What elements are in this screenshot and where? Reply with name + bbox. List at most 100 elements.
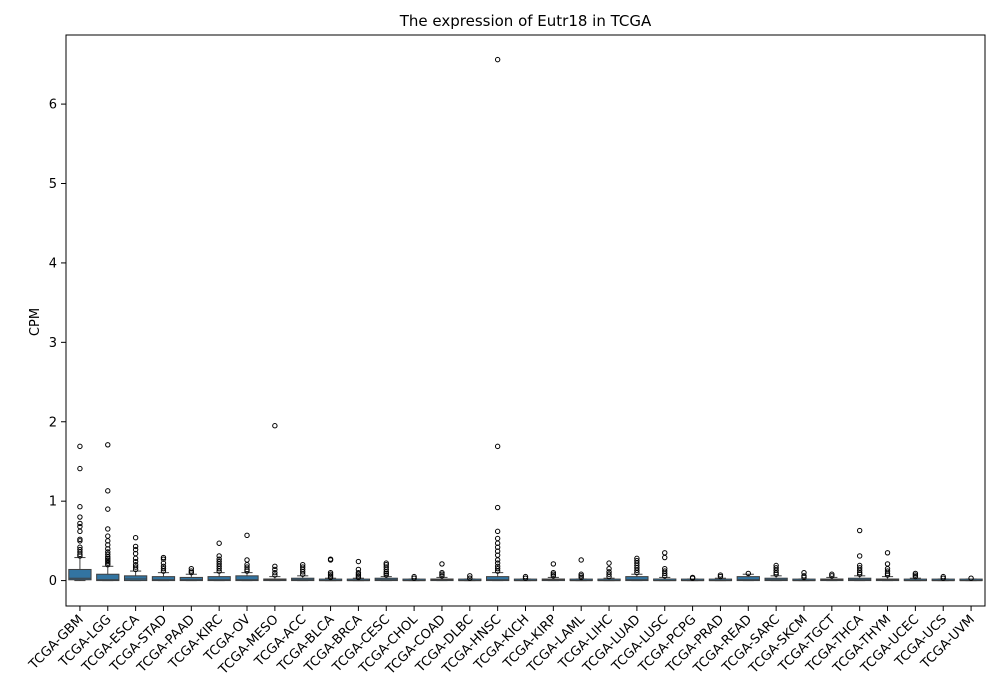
outlier-point [160, 556, 167, 562]
outlier-point [132, 543, 139, 550]
outlier-point [745, 570, 751, 577]
outlier-point [216, 558, 222, 565]
outlier-point [77, 504, 83, 510]
outlier-point [77, 528, 83, 535]
outlier-point [77, 514, 83, 520]
outlier-point [383, 572, 389, 578]
outlier-point [494, 557, 501, 563]
outlier-point [439, 571, 445, 577]
outlier-point [327, 569, 334, 576]
y-tick-label: 2 [49, 415, 57, 430]
outlier-point [662, 550, 668, 556]
outlier-point [467, 573, 473, 579]
outlier-point [300, 564, 306, 570]
outlier-point [77, 546, 83, 553]
outlier-point [662, 554, 668, 561]
outlier-point [578, 571, 584, 577]
outlier-point [244, 532, 250, 539]
outlier-point [244, 564, 250, 570]
outlier-point [77, 544, 83, 550]
outlier-point [216, 540, 222, 546]
outlier-point [188, 565, 195, 572]
outlier-point [606, 560, 612, 566]
outlier-point [856, 565, 863, 571]
outlier-point [132, 555, 139, 562]
outlier-point [160, 554, 167, 561]
outlier-point [272, 572, 278, 578]
y-tick-label: 3 [49, 336, 57, 351]
outlier-point [355, 558, 362, 565]
outlier-point [105, 557, 111, 563]
plot-frame [65, 34, 986, 607]
outlier-point [244, 557, 250, 563]
outlier-point [884, 550, 891, 556]
box [486, 576, 510, 582]
outlier-point [550, 573, 557, 579]
outlier-point [940, 573, 946, 580]
outlier-point [411, 575, 417, 581]
outlier-point [411, 573, 417, 580]
box [96, 573, 120, 582]
outlier-point [77, 523, 83, 530]
outlier-point [132, 535, 139, 541]
outlier-point [522, 575, 529, 581]
outlier-point [578, 574, 584, 581]
outlier-point [272, 423, 278, 429]
outlier-point [912, 573, 919, 580]
outlier-point [105, 442, 111, 448]
outlier-point [968, 575, 974, 581]
outlier-point [383, 562, 389, 568]
outlier-point [940, 575, 946, 581]
outlier-point [717, 572, 724, 578]
y-tick-label: 0 [49, 574, 57, 589]
outlier-point [77, 465, 83, 472]
outlier-point [884, 568, 891, 574]
box [179, 576, 203, 582]
outlier-point [606, 569, 612, 575]
outlier-point [662, 568, 668, 574]
outlier-point [494, 563, 501, 569]
outlier-point [77, 538, 83, 544]
outlier-point [132, 564, 139, 570]
outlier-point [550, 561, 557, 567]
outlier-point [634, 558, 640, 564]
box [207, 576, 231, 582]
outlier-point [77, 443, 83, 450]
outlier-point [77, 520, 83, 527]
outlier-point [327, 573, 334, 579]
outlier-point [439, 569, 445, 576]
outlier-point [606, 565, 612, 572]
outlier-point [272, 569, 278, 576]
outlier-point [355, 569, 362, 576]
outlier-point [717, 573, 724, 580]
outlier-point [300, 562, 306, 568]
outlier-point [829, 573, 835, 579]
box [68, 568, 92, 581]
outlier-point [105, 526, 111, 532]
outlier-point [272, 566, 278, 573]
outlier-point [522, 573, 529, 580]
outlier-point [355, 573, 362, 579]
outlier-point [494, 504, 501, 511]
box [151, 576, 176, 582]
outlier-point [494, 56, 501, 63]
outlier-point [327, 571, 334, 577]
outlier-point [634, 555, 640, 562]
box [625, 576, 649, 582]
outlier-point [912, 572, 919, 578]
outlier-point [132, 562, 139, 568]
box [736, 576, 760, 582]
outlier-point [105, 533, 111, 539]
outlier-point [606, 571, 612, 577]
outlier-point [383, 560, 389, 566]
outlier-point [856, 527, 863, 534]
outlier-point [160, 563, 167, 569]
outlier-point [216, 556, 222, 562]
outlier-point [829, 571, 835, 577]
outlier-point [77, 536, 83, 542]
outlier-point [662, 565, 668, 572]
outlier-point [467, 575, 473, 581]
outlier-point [132, 558, 139, 565]
chart-title: The expression of Eutr18 in TCGA [399, 12, 652, 30]
y-tick-label: 1 [49, 495, 57, 510]
